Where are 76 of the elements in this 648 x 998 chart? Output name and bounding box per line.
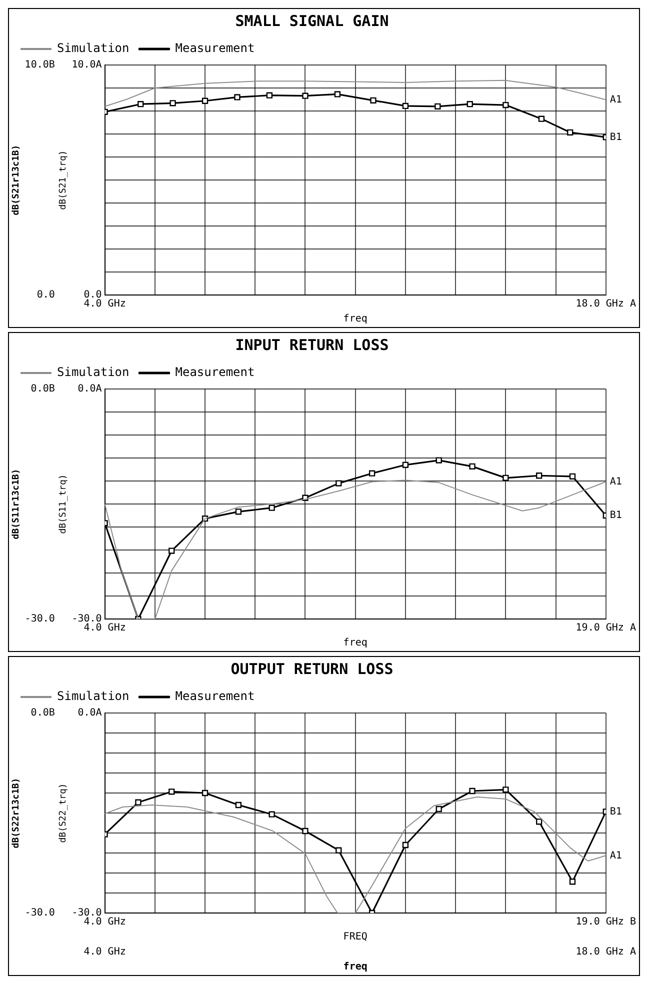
y2-tick-label: 0.0 — [36, 290, 55, 301]
point — [334, 91, 341, 98]
point — [402, 842, 409, 848]
point — [336, 480, 342, 486]
point — [536, 818, 542, 825]
chart-title: OUTPUT RETURN LOSS — [230, 660, 394, 678]
point — [502, 786, 509, 793]
point — [436, 806, 442, 812]
y2-axis-title: dB(S22r13c1B) — [12, 778, 22, 848]
point — [469, 788, 476, 794]
chart-title: INPUT RETURN LOSS — [235, 336, 389, 354]
x-tick-label: 19.0 GHz A — [576, 622, 636, 634]
y-axis-title: dB(S11_trq) — [58, 474, 69, 534]
point — [168, 788, 175, 795]
point — [235, 508, 242, 515]
point — [567, 129, 574, 136]
point — [502, 102, 509, 108]
y2-tick-label: 0.0B — [30, 384, 55, 395]
point — [466, 101, 473, 108]
point — [235, 802, 242, 808]
point — [402, 462, 409, 468]
text: B1 — [610, 132, 622, 143]
text: A1 — [610, 476, 622, 488]
x2-tick-label: 18.0 GHz A — [576, 946, 636, 958]
point — [170, 100, 176, 106]
point — [502, 474, 509, 482]
legend-label: Measurement — [175, 689, 255, 704]
y-tick-label: 10.0A — [72, 60, 102, 71]
point — [569, 473, 576, 480]
y2-tick-label: -30.0 — [24, 908, 55, 919]
y-tick-label: 0.0A — [78, 384, 102, 395]
point — [370, 97, 376, 104]
point — [202, 98, 208, 104]
legend-label: Simulation — [57, 689, 130, 704]
legend-label: Simulation — [57, 41, 130, 56]
x-axis-title: freq — [343, 314, 368, 325]
point — [138, 101, 144, 108]
point — [266, 92, 273, 98]
y2-axis-title: dB(S21r13c1B) — [12, 144, 22, 216]
y2-tick-label: -30.0 — [24, 614, 55, 625]
point — [569, 878, 576, 885]
point — [368, 470, 376, 476]
point — [302, 92, 308, 99]
x2-tick-label: 4.0 GHz — [84, 946, 126, 958]
text: A1 — [610, 94, 622, 106]
x-axis-title: FREQ — [343, 932, 368, 943]
x-tick-label: 19.0 GHz B — [576, 916, 636, 928]
point — [469, 463, 476, 470]
point — [402, 102, 409, 110]
x2-axis-title: freq — [343, 962, 368, 973]
point — [168, 548, 175, 554]
y-tick-label: 0.0A — [78, 708, 102, 719]
x-axis-title: freq — [343, 638, 368, 649]
y-axis-title: dB(S21_trq) — [58, 150, 69, 210]
point — [434, 103, 441, 110]
point — [336, 847, 342, 854]
text: B1 — [610, 806, 622, 818]
point — [302, 828, 308, 834]
legend-label: Measurement — [175, 41, 255, 56]
text: A1 — [610, 850, 622, 862]
text: B1 — [610, 510, 622, 522]
point — [234, 94, 240, 100]
y2-axis-title: dB(S11r13c1B) — [12, 468, 22, 540]
y2-tick-label: 0.0B — [30, 708, 55, 719]
y2-tick-label: 10.0B — [24, 60, 55, 71]
point — [202, 790, 208, 796]
point — [268, 811, 275, 818]
point — [436, 457, 442, 464]
point — [536, 472, 542, 479]
point — [538, 116, 545, 122]
y-axis-title: dB(S22_trq) — [58, 783, 69, 843]
chart-title: SMALL SIGNAL GAIN — [235, 12, 389, 30]
point — [268, 504, 275, 511]
legend-label: Measurement — [175, 365, 255, 380]
point — [135, 799, 142, 806]
legend-label: Simulation — [57, 365, 130, 380]
